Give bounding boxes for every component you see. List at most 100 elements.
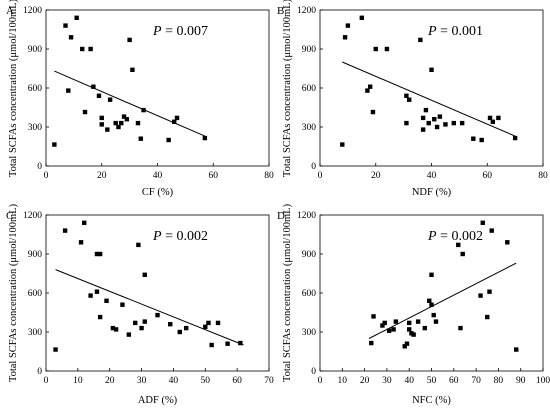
data-point (238, 340, 243, 346)
x-tick-label: 40 (153, 171, 163, 181)
data-point (225, 341, 230, 346)
data-point (113, 120, 118, 126)
data-point (130, 67, 135, 72)
x-axis-label: ADF (%) (138, 395, 178, 406)
p-value-annotation: P = 0.002 (427, 229, 483, 244)
y-axis-label: Total SCFAs concentration (μmol/100mL) (8, 203, 19, 382)
data-point (139, 325, 144, 331)
data-point (371, 314, 376, 319)
data-point (119, 120, 124, 126)
data-point (133, 320, 138, 326)
data-point (209, 342, 214, 348)
data-point (82, 220, 87, 225)
data-point (456, 242, 461, 248)
data-point (365, 88, 370, 93)
data-point (423, 107, 429, 113)
panel-c: 0 300 600 900 1200 0 10 20 30 40 50 60 70 ADF (%) Tota… (6, 203, 274, 406)
data-point (429, 302, 434, 307)
p-value-annotation: P = 0.002 (152, 229, 208, 244)
y-tick-label: 600 (302, 289, 317, 299)
data-point (437, 114, 443, 119)
x-tick-label: 70 (471, 376, 481, 386)
x-tick-label: 0 (44, 376, 49, 386)
data-point (99, 115, 104, 121)
data-point (391, 327, 396, 332)
p-symbol: P (152, 24, 162, 39)
data-point (62, 228, 68, 233)
data-point (451, 120, 456, 126)
panel-letter: D (277, 210, 285, 222)
y-axis-label: Total SCFAs concentration (μmol/100mL) (8, 0, 19, 177)
y-axis-label: Total SCFAs concentration (μmol/100mL) (282, 203, 293, 382)
data-point (142, 272, 147, 277)
y-tick-label: 900 (28, 45, 43, 55)
data-point (373, 46, 378, 52)
p-symbol: P (427, 24, 437, 39)
data-point (478, 293, 483, 298)
y-tick-label: 300 (28, 328, 43, 338)
y-tick-label: 0 (311, 367, 316, 377)
y-tick-label: 900 (302, 250, 317, 260)
x-tick-label: 50 (201, 376, 211, 386)
data-point (74, 15, 79, 20)
x-tick-label: 100 (536, 376, 550, 386)
y-tick-label: 1200 (297, 211, 316, 221)
data-point (427, 298, 432, 303)
data-point (215, 320, 221, 326)
y-tick-label: 1200 (23, 6, 42, 16)
data-point (141, 107, 146, 113)
data-point (177, 329, 182, 335)
data-point (136, 242, 141, 248)
x-tick-label: 10 (338, 376, 348, 386)
data-point (166, 137, 171, 143)
data-point (459, 120, 465, 126)
data-point (206, 320, 211, 326)
data-point (402, 344, 407, 349)
data-point (124, 117, 130, 122)
data-point (340, 142, 345, 147)
data-point (96, 93, 102, 98)
p-value: = 0.001 (437, 24, 483, 39)
data-point (63, 23, 68, 28)
data-point (369, 340, 374, 346)
p-value-annotation: P = 0.001 (427, 24, 483, 39)
data-point (97, 314, 103, 320)
data-point (404, 341, 410, 346)
data-point (78, 240, 84, 245)
data-point (404, 120, 409, 126)
data-point (113, 327, 119, 332)
x-tick-label: 50 (427, 376, 437, 386)
x-tick-label: 60 (449, 376, 459, 386)
data-point (91, 84, 96, 89)
data-point (126, 332, 132, 337)
data-point (487, 115, 493, 121)
trendline (54, 70, 206, 137)
data-point (99, 122, 104, 127)
data-point (107, 97, 113, 102)
data-point (203, 324, 208, 329)
x-tick-label: 60 (232, 376, 242, 386)
data-point (105, 127, 110, 132)
x-axis-label: NFC (%) (412, 395, 451, 406)
x-tick-label: 30 (382, 376, 392, 386)
data-point (88, 46, 93, 52)
y-tick-label: 300 (28, 123, 43, 133)
data-point (471, 136, 476, 141)
data-point (94, 251, 100, 257)
data-point (487, 289, 492, 294)
data-point (88, 293, 93, 298)
x-tick-label: 60 (483, 171, 493, 181)
data-point (505, 240, 510, 245)
y-tick-label: 0 (37, 367, 42, 377)
data-point (426, 120, 431, 126)
data-point (138, 136, 143, 141)
x-tick-label: 0 (318, 376, 323, 386)
panel-d: 0 300 600 900 1200 0 10 20 30 40 50 60 70 80 90 100 NFC … (277, 203, 550, 406)
data-point (429, 272, 434, 277)
data-point (431, 312, 436, 318)
trendline (368, 262, 517, 339)
data-point (434, 124, 440, 130)
y-tick-label: 0 (311, 162, 316, 172)
data-point (407, 327, 412, 332)
data-point (52, 142, 57, 147)
